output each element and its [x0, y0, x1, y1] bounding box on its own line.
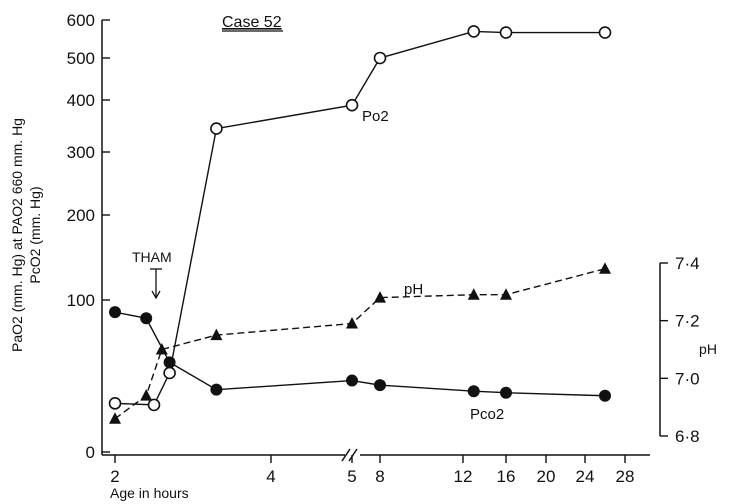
series-labels: Po2 pH Pco2	[362, 108, 504, 423]
x-tick-label: 12	[454, 467, 473, 486]
data-point-pco2	[109, 306, 121, 319]
series-pco2	[109, 306, 611, 402]
x-tick-label: 20	[537, 467, 556, 486]
series-pco2-line	[114, 311, 606, 397]
data-point-po2	[147, 398, 161, 412]
x-tick-label: 8	[375, 467, 384, 486]
data-point-ph	[109, 412, 121, 424]
data-point-ph	[599, 262, 611, 274]
left-tick-label: 200	[67, 206, 95, 225]
x-tick-label: 4	[266, 467, 275, 486]
x-tick-label: 5	[347, 467, 356, 486]
left-tick-label: 100	[67, 291, 95, 310]
x-tick-label: 28	[616, 467, 635, 486]
series-ph	[109, 262, 611, 424]
x-tick-label: 24	[576, 467, 595, 486]
right-axis-ticks: 7·4 7·2 7·0 6·8	[660, 254, 700, 446]
x-tick-label: 16	[497, 467, 516, 486]
tham-annotation: THAM	[132, 249, 172, 265]
data-point-ph	[374, 291, 386, 303]
left-axis-ticks: 600 500 400 300 200 100 0	[67, 11, 110, 462]
x-axis-ticks: 2 4 5 8 12 16 20 24 28	[110, 455, 634, 486]
data-point-ph	[210, 328, 223, 341]
data-point-po2	[598, 26, 612, 39]
left-tick-label: 300	[67, 143, 95, 162]
data-point-po2	[499, 26, 513, 39]
data-point-pco2	[467, 385, 480, 398]
left-tick-label: 0	[86, 443, 95, 462]
y-axis-label-line-2: PcO2 (mm. Hg)	[27, 186, 43, 283]
right-tick-label: 7·0	[675, 369, 700, 388]
data-point-ph	[500, 288, 512, 300]
data-point-po2	[210, 122, 223, 135]
data-point-ph	[467, 288, 480, 300]
data-point-pco2	[140, 312, 153, 325]
data-point-pco2	[210, 383, 223, 396]
data-point-ph	[140, 389, 153, 401]
left-tick-label: 600	[67, 11, 95, 30]
series-po2-line	[114, 30, 605, 406]
data-point-po2	[345, 98, 359, 112]
data-point-ph	[155, 343, 168, 355]
series-ph-line	[114, 268, 606, 420]
series-po2	[108, 25, 612, 412]
x-axis-label: Age in hours	[110, 485, 189, 501]
data-point-po2	[108, 397, 122, 410]
series-label-ph: pH	[404, 281, 423, 298]
y-axis-label-line-1: PaO2 (mm. Hg) at PAO2 660 mm. Hg	[9, 118, 25, 352]
data-point-pco2	[500, 386, 512, 399]
data-point-po2	[373, 51, 387, 65]
data-point-pco2	[163, 356, 176, 369]
right-tick-label: 7·4	[675, 254, 700, 273]
data-point-pco2	[599, 389, 611, 402]
right-tick-label: 6·8	[675, 427, 700, 446]
left-tick-label: 400	[67, 91, 95, 110]
data-point-pco2	[346, 374, 358, 387]
data-point-ph	[346, 317, 358, 329]
series-label-pco2: Pco2	[470, 406, 504, 423]
data-point-pco2	[374, 379, 386, 392]
series-layer	[108, 25, 612, 424]
x-tick-label: 2	[110, 467, 119, 486]
tham-arrow	[150, 268, 162, 300]
series-label-po2: Po2	[362, 108, 389, 125]
axis-break-marker	[341, 448, 358, 462]
left-tick-label: 500	[67, 49, 95, 68]
right-axis-label: pH	[699, 341, 717, 357]
chart-title: Case 52	[222, 14, 282, 31]
data-point-po2	[467, 25, 481, 38]
right-tick-label: 7·2	[675, 312, 700, 331]
data-point-po2	[163, 366, 176, 380]
